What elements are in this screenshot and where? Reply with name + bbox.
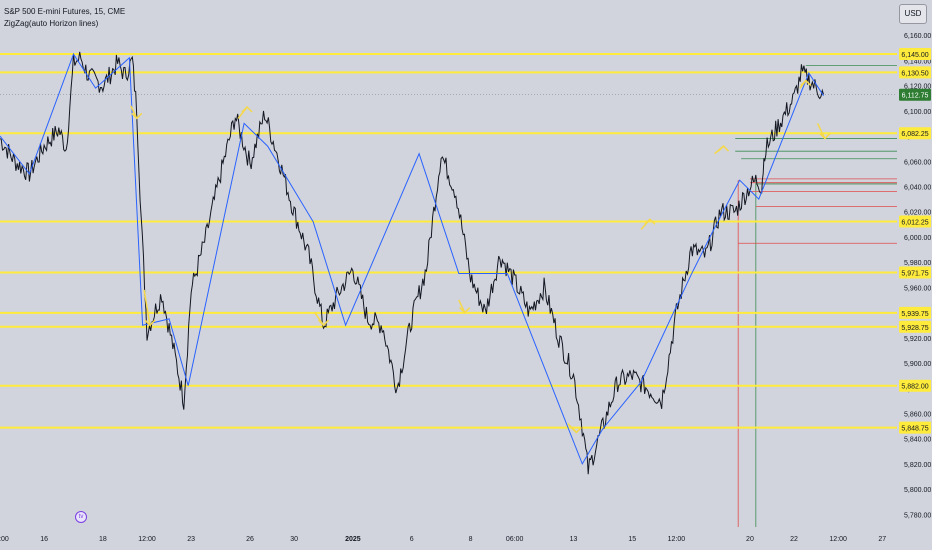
y-tick-label: 6,140.00	[904, 58, 931, 65]
horizon-price-label: 6,145.00	[901, 52, 928, 59]
horizon-label-bg	[899, 48, 931, 61]
x-tick-label: 26	[246, 536, 254, 543]
x-tick-label: 12:00	[668, 536, 686, 543]
y-tick-label: 5,920.00	[904, 336, 931, 343]
vertical-lines	[737, 180, 757, 527]
arrow-shaft	[816, 123, 826, 139]
arrow-head	[459, 307, 471, 314]
y-tick-label: 5,820.00	[904, 462, 931, 469]
zigzag-line	[0, 52, 824, 466]
arrow-head	[819, 133, 831, 140]
x-tick-label: 18	[99, 536, 107, 543]
last-price-label: 6,112.75	[902, 93, 929, 100]
y-tick-label: 6,000.00	[904, 235, 931, 242]
y-tick-label: 6,120.00	[904, 84, 931, 91]
horizon-label-bg	[899, 66, 931, 79]
horizon-label-bg	[899, 320, 931, 333]
horizon-label-bg	[899, 306, 931, 319]
horizon-label-bg	[899, 379, 931, 392]
x-tick-label: 20	[746, 536, 754, 543]
price-line	[0, 51, 824, 475]
x-tick-label: 22	[790, 536, 798, 543]
arrow-head	[317, 319, 330, 327]
arrow-head	[800, 79, 812, 87]
chart-legend: S&P 500 E-mini Futures, 15, CME ZigZag(a…	[4, 6, 125, 30]
horizon-price-label: 5,882.00	[901, 384, 928, 391]
x-tick-label: 30	[290, 536, 298, 543]
y-tick-label: 5,860.00	[904, 411, 931, 418]
x-tick-label: 12:00	[138, 536, 156, 543]
horizon-price-label: 5,939.75	[901, 311, 928, 318]
price-series	[0, 51, 824, 475]
horizon-price-label: 6,130.50	[901, 70, 928, 77]
arrow-head	[570, 426, 582, 434]
horizon-label-bg	[899, 127, 931, 140]
x-axis[interactable]: 2:00 16 18 12:00 23 26 30 2025 6 8 06:00 13 15 12:00 2…	[0, 536, 886, 543]
symbol-title[interactable]: S&P 500 E-mini Futures, 15, CME	[4, 7, 126, 16]
x-tick-label: 6	[410, 536, 414, 543]
arrow-head	[131, 112, 143, 120]
zigzag-series	[0, 52, 824, 466]
tradingview-logo-icon: tv	[75, 511, 87, 523]
horizon-label-bg	[899, 266, 931, 279]
y-tick-label: 6,160.00	[904, 33, 931, 40]
arrow-head	[144, 319, 156, 327]
x-tick-label: 23	[187, 536, 195, 543]
y-tick-label: 5,780.00	[904, 512, 931, 519]
x-tick-label: 15	[628, 536, 636, 543]
y-tick-label: 5,840.00	[904, 437, 931, 444]
arrow-head	[717, 145, 730, 152]
y-tick-label: 5,900.00	[904, 361, 931, 368]
y-tick-label: 5,960.00	[904, 285, 931, 292]
x-tick-label: 12:00	[829, 536, 847, 543]
horizon-price-label: 6,082.25	[901, 131, 928, 138]
horizon-price-label: 6,012.25	[901, 219, 928, 226]
x-tick-label: 16	[40, 536, 48, 543]
direction-arrows	[130, 79, 831, 434]
horizon-price-label: 5,971.75	[901, 271, 928, 278]
y-tick-label: 6,020.00	[904, 210, 931, 217]
y-tick-label: 5,800.00	[904, 487, 931, 494]
horizon-price-label: 5,848.75	[901, 426, 928, 433]
y-tick-label: 6,100.00	[904, 109, 931, 116]
x-tick-label: 2025	[345, 536, 361, 543]
arrow-head	[644, 218, 656, 225]
last-price-label-bg	[899, 88, 931, 101]
horizon-price-label: 5,928.75	[901, 325, 928, 332]
price-labels: 6,145.00 6,130.50 6,082.25 6,012.25 5,971.75…	[899, 48, 931, 434]
y-tick-label: 6,040.00	[904, 184, 931, 191]
short-level-lines	[0, 65, 897, 244]
x-tick-label: 13	[570, 536, 578, 543]
arrow-shaft	[130, 105, 138, 119]
arrow-shaft	[143, 289, 151, 326]
currency-button[interactable]: USD	[899, 4, 927, 24]
x-tick-label: 2:00	[0, 536, 9, 543]
horizon-label-bg	[899, 215, 931, 228]
indicator-title[interactable]: ZigZag(auto Horizon lines)	[4, 19, 99, 28]
arrow-head	[241, 105, 253, 113]
y-tick-label: 5,980.00	[904, 260, 931, 267]
y-tick-label: 6,060.00	[904, 159, 931, 166]
arrow-shaft	[458, 299, 466, 313]
x-tick-label: 8	[469, 536, 473, 543]
horizon-label-bg	[899, 421, 931, 434]
x-tick-label: 27	[878, 536, 886, 543]
x-tick-label: 06:00	[506, 536, 524, 543]
